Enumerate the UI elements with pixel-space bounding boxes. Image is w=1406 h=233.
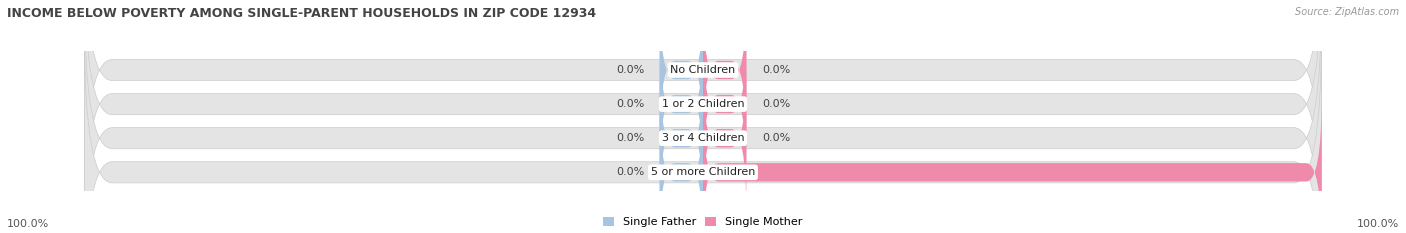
Text: 100.0%: 100.0% bbox=[1337, 167, 1384, 177]
Text: 0.0%: 0.0% bbox=[616, 65, 644, 75]
FancyBboxPatch shape bbox=[703, 0, 747, 146]
FancyBboxPatch shape bbox=[659, 62, 703, 214]
Text: 100.0%: 100.0% bbox=[1357, 219, 1399, 229]
Text: 1 or 2 Children: 1 or 2 Children bbox=[662, 99, 744, 109]
Legend: Single Father, Single Mother: Single Father, Single Mother bbox=[603, 217, 803, 227]
FancyBboxPatch shape bbox=[703, 96, 1322, 233]
Text: Source: ZipAtlas.com: Source: ZipAtlas.com bbox=[1295, 7, 1399, 17]
Text: INCOME BELOW POVERTY AMONG SINGLE-PARENT HOUSEHOLDS IN ZIP CODE 12934: INCOME BELOW POVERTY AMONG SINGLE-PARENT… bbox=[7, 7, 596, 20]
FancyBboxPatch shape bbox=[659, 28, 703, 180]
Text: 0.0%: 0.0% bbox=[616, 167, 644, 177]
Text: 0.0%: 0.0% bbox=[616, 99, 644, 109]
FancyBboxPatch shape bbox=[703, 62, 747, 214]
Text: 3 or 4 Children: 3 or 4 Children bbox=[662, 133, 744, 143]
FancyBboxPatch shape bbox=[84, 0, 1322, 233]
FancyBboxPatch shape bbox=[84, 0, 1322, 233]
Text: 0.0%: 0.0% bbox=[762, 99, 790, 109]
FancyBboxPatch shape bbox=[659, 0, 703, 146]
FancyBboxPatch shape bbox=[659, 96, 703, 233]
FancyBboxPatch shape bbox=[84, 29, 1322, 233]
Text: No Children: No Children bbox=[671, 65, 735, 75]
FancyBboxPatch shape bbox=[84, 0, 1322, 213]
Text: 100.0%: 100.0% bbox=[7, 219, 49, 229]
FancyBboxPatch shape bbox=[703, 28, 747, 180]
Text: 5 or more Children: 5 or more Children bbox=[651, 167, 755, 177]
Text: 0.0%: 0.0% bbox=[762, 65, 790, 75]
Text: 0.0%: 0.0% bbox=[616, 133, 644, 143]
Text: 0.0%: 0.0% bbox=[762, 133, 790, 143]
